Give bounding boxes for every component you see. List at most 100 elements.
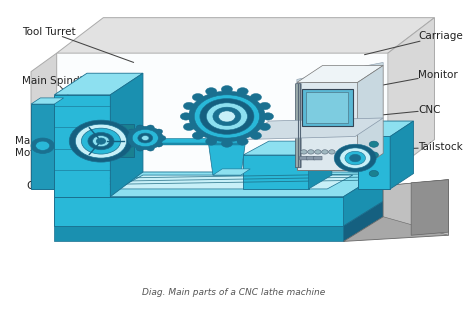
Circle shape: [155, 142, 163, 147]
Circle shape: [369, 170, 379, 177]
Text: Carriage: Carriage: [365, 31, 463, 55]
Polygon shape: [208, 141, 246, 175]
Circle shape: [69, 120, 133, 162]
Polygon shape: [301, 89, 353, 126]
Polygon shape: [31, 98, 64, 104]
Polygon shape: [31, 53, 57, 189]
Polygon shape: [390, 121, 413, 189]
Circle shape: [180, 113, 191, 120]
Circle shape: [155, 129, 163, 134]
Circle shape: [308, 150, 314, 154]
Text: Bed: Bed: [82, 198, 110, 220]
Text: Tool Turret: Tool Turret: [22, 27, 134, 62]
Polygon shape: [243, 155, 309, 189]
Circle shape: [96, 138, 106, 144]
Circle shape: [125, 135, 132, 140]
Text: Tailstock: Tailstock: [362, 142, 463, 152]
Circle shape: [92, 135, 109, 147]
Circle shape: [221, 140, 233, 147]
Polygon shape: [243, 141, 332, 155]
Circle shape: [128, 126, 163, 150]
Text: Headstock: Headstock: [31, 108, 94, 126]
Polygon shape: [297, 62, 383, 84]
Circle shape: [138, 133, 153, 143]
Circle shape: [82, 128, 120, 154]
Circle shape: [128, 142, 136, 147]
Circle shape: [128, 129, 136, 134]
Polygon shape: [357, 121, 413, 136]
Circle shape: [259, 123, 271, 131]
Polygon shape: [117, 175, 353, 189]
Polygon shape: [357, 65, 383, 170]
Circle shape: [147, 146, 154, 151]
Polygon shape: [57, 18, 435, 53]
Circle shape: [321, 150, 328, 154]
Circle shape: [142, 135, 149, 140]
Circle shape: [369, 152, 379, 158]
Circle shape: [158, 135, 166, 140]
Polygon shape: [357, 136, 390, 189]
Circle shape: [36, 141, 50, 150]
FancyBboxPatch shape: [307, 156, 315, 160]
Circle shape: [183, 102, 195, 110]
Polygon shape: [110, 124, 134, 157]
Polygon shape: [101, 143, 243, 144]
Circle shape: [250, 132, 262, 139]
Circle shape: [206, 103, 247, 130]
Text: Chuck: Chuck: [27, 169, 73, 191]
Polygon shape: [55, 197, 344, 226]
Polygon shape: [243, 118, 383, 140]
Polygon shape: [57, 53, 388, 175]
Polygon shape: [344, 180, 448, 241]
Circle shape: [137, 125, 144, 130]
Polygon shape: [344, 172, 383, 226]
Circle shape: [137, 146, 144, 151]
Circle shape: [192, 94, 203, 101]
Polygon shape: [55, 172, 383, 197]
Circle shape: [259, 102, 271, 110]
Circle shape: [221, 86, 233, 93]
Circle shape: [192, 132, 203, 139]
Circle shape: [328, 150, 335, 154]
Circle shape: [31, 138, 55, 153]
Polygon shape: [110, 73, 143, 197]
Circle shape: [194, 95, 260, 138]
Circle shape: [345, 151, 365, 165]
Text: Diag. Main parts of a CNC lathe machine: Diag. Main parts of a CNC lathe machine: [142, 288, 326, 297]
FancyBboxPatch shape: [295, 84, 301, 168]
Polygon shape: [388, 18, 435, 175]
Circle shape: [369, 141, 379, 147]
Polygon shape: [306, 92, 348, 122]
Polygon shape: [383, 180, 448, 235]
Circle shape: [213, 107, 241, 126]
Text: CNC: CNC: [367, 105, 441, 117]
Circle shape: [350, 154, 361, 162]
Circle shape: [183, 123, 195, 131]
Circle shape: [237, 88, 248, 95]
Text: Main Spindle: Main Spindle: [22, 76, 89, 110]
Circle shape: [301, 150, 307, 154]
Text: Main Drive
Motor: Main Drive Motor: [15, 136, 71, 158]
Polygon shape: [55, 73, 143, 95]
Circle shape: [219, 111, 235, 122]
Circle shape: [250, 94, 262, 101]
Circle shape: [189, 91, 265, 142]
Circle shape: [206, 138, 217, 145]
Circle shape: [132, 129, 158, 147]
Polygon shape: [309, 141, 332, 189]
Circle shape: [206, 88, 217, 95]
Circle shape: [315, 150, 321, 154]
Circle shape: [334, 144, 376, 172]
Circle shape: [340, 148, 371, 168]
Polygon shape: [411, 180, 448, 235]
Polygon shape: [31, 104, 55, 189]
Circle shape: [200, 99, 254, 134]
FancyBboxPatch shape: [314, 156, 322, 160]
Polygon shape: [297, 82, 357, 170]
Polygon shape: [55, 226, 344, 241]
Circle shape: [88, 132, 114, 150]
Polygon shape: [344, 201, 383, 241]
Polygon shape: [297, 65, 383, 82]
Circle shape: [237, 138, 248, 145]
Polygon shape: [55, 95, 110, 197]
